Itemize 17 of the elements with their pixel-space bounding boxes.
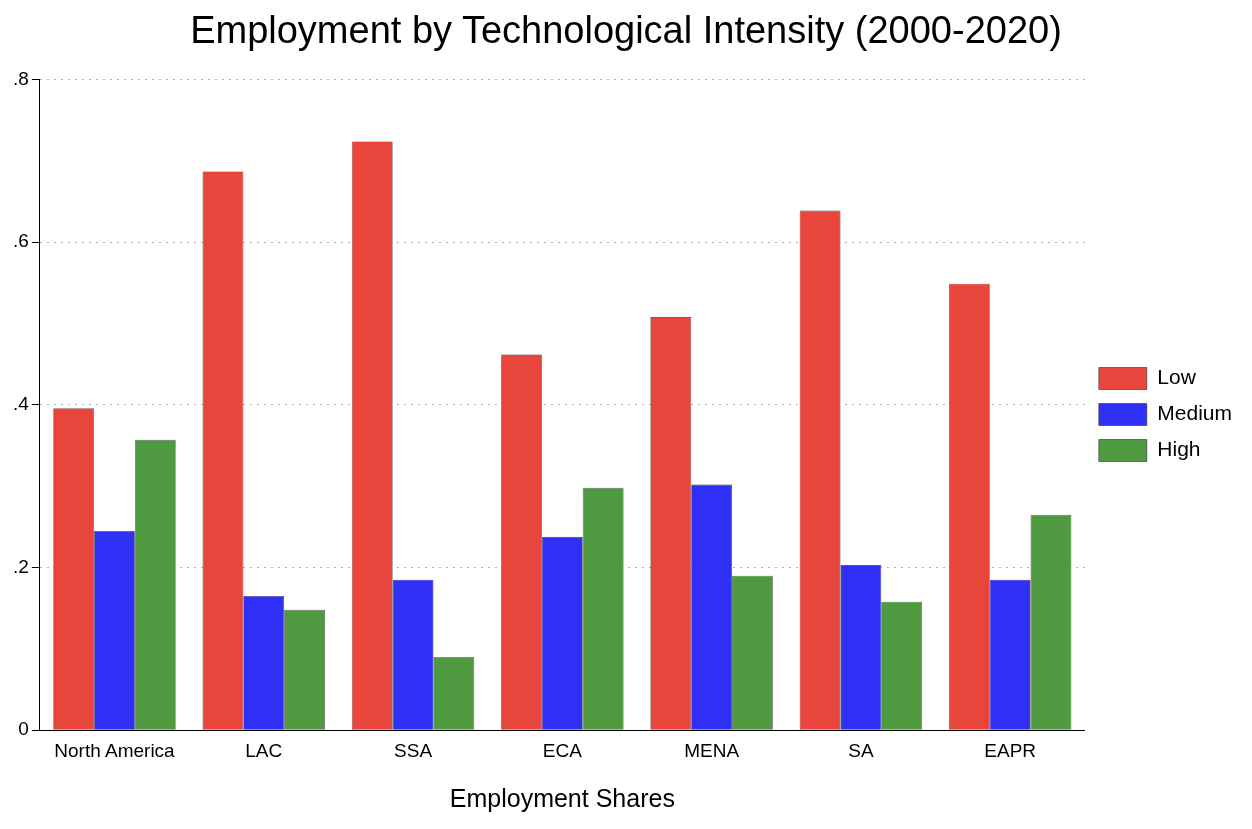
- y-tick-label: .2: [12, 555, 29, 577]
- x-tick-label: North America: [54, 739, 176, 761]
- y-tick-label: 0: [18, 718, 29, 740]
- x-tick-label: ECA: [542, 739, 583, 761]
- legend-label: High: [1157, 437, 1201, 461]
- chart-title: Employment by Technological Intensity (2000-2020): [190, 9, 1062, 52]
- legend-label: Medium: [1157, 401, 1233, 425]
- legend-label: Low: [1157, 365, 1197, 389]
- y-tick-label: .4: [12, 393, 30, 415]
- x-axis-title: Employment Shares: [449, 783, 675, 812]
- x-tick-label: LAC: [245, 739, 283, 761]
- x-tick-label: SA: [848, 739, 874, 761]
- x-tick-label: SSA: [394, 739, 433, 761]
- x-tick-label: EAPR: [984, 739, 1037, 761]
- y-tick-label: .6: [12, 230, 29, 252]
- x-tick-label: MENA: [684, 739, 740, 761]
- y-tick-label: .8: [12, 67, 29, 89]
